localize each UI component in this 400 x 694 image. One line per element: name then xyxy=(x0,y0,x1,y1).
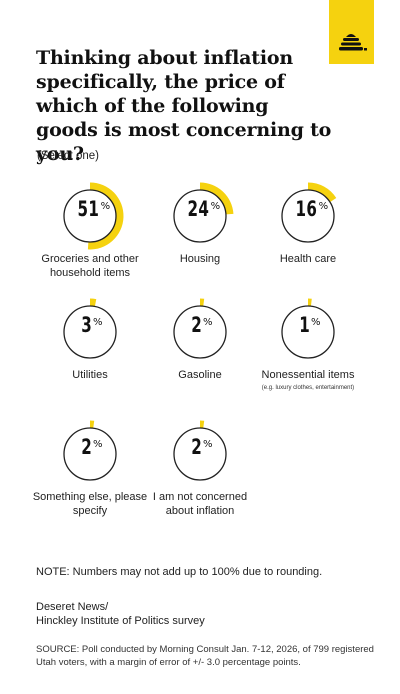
donut-value-label: 24% xyxy=(140,196,260,222)
percent-sign: % xyxy=(93,317,104,328)
donut-value: 2 xyxy=(191,435,203,459)
survey-source-text: Deseret News/ Hinckley Institute of Poli… xyxy=(36,601,205,627)
donut-ring xyxy=(63,189,117,243)
donut-value-label: 51% xyxy=(30,196,150,222)
donut-chart xyxy=(63,182,124,250)
donut-ring xyxy=(173,305,227,359)
donut-category-label: Health care xyxy=(279,253,337,265)
donut-value-label: 16% xyxy=(248,196,368,222)
percent-sign: % xyxy=(318,201,329,212)
donut-item: 2% Gasoline xyxy=(140,296,260,436)
donut-value: 3 xyxy=(81,313,93,337)
donut-value: 24 xyxy=(187,197,210,221)
chart-subtitle: (Select one) xyxy=(37,150,100,162)
source-detail: SOURCE: Poll conducted by Morning Consul… xyxy=(36,644,374,668)
donut-value-arc xyxy=(90,298,97,307)
donut-category-sublabel: (e.g. luxury clothes, entertainment) xyxy=(261,385,355,391)
donut-category-label: Groceries and other household items xyxy=(41,253,139,279)
donut-chart xyxy=(173,298,227,359)
donut-value: 16 xyxy=(295,197,318,221)
donut-value-label: 2% xyxy=(30,434,150,460)
donut-chart xyxy=(173,420,227,481)
donut-chart xyxy=(63,420,117,481)
donut-category-label: Utilities xyxy=(72,369,108,381)
donut-value: 2 xyxy=(191,313,203,337)
donut-value-label: 2% xyxy=(140,434,260,460)
donut-value-arc xyxy=(200,182,234,215)
donut-chart xyxy=(281,298,335,359)
donut-category-label: I am not concerned about inflation xyxy=(152,491,248,517)
beehive-icon xyxy=(339,34,367,51)
donut-chart xyxy=(281,182,337,243)
donut-value-label: 1% xyxy=(248,312,368,338)
donut-ring xyxy=(63,427,117,481)
donut-value: 51 xyxy=(77,197,100,221)
chart-title: Thinking about inflation specifically, t… xyxy=(36,47,332,165)
percent-sign: % xyxy=(93,439,104,450)
percent-sign: % xyxy=(311,317,322,328)
donut-value-arc xyxy=(87,182,124,250)
donut-value-label: 2% xyxy=(140,312,260,338)
deseret-news-logo xyxy=(329,0,374,64)
donut-item: 24% Housing xyxy=(140,180,260,320)
donut-chart xyxy=(173,182,234,243)
donut-chart xyxy=(63,298,117,359)
donut-value-label: 3% xyxy=(30,312,150,338)
donut-ring xyxy=(173,189,227,243)
donut-value-arc xyxy=(200,298,205,307)
donut-category-label: Nonessential items xyxy=(261,369,355,381)
donut-item: 16% Health care xyxy=(248,180,368,320)
donut-category-label: Something else, please specify xyxy=(32,491,148,517)
donut-item: 2% Something else, please specify xyxy=(30,418,150,558)
donut-item: 1% Nonessential items (e.g. luxury clothes… xyxy=(248,296,368,436)
donut-value: 1 xyxy=(299,313,311,337)
donut-item: 2% I am not concerned about inflation xyxy=(140,418,260,558)
donut-item: 51% Groceries and other household items xyxy=(30,180,150,320)
donut-ring xyxy=(63,305,117,359)
donut-ring xyxy=(281,189,335,243)
donut-value-arc xyxy=(90,420,95,429)
donut-ring xyxy=(281,305,335,359)
rounding-note: NOTE: Numbers may not add up to 100% due… xyxy=(36,566,323,578)
percent-sign: % xyxy=(100,201,111,212)
donut-category-label: Housing xyxy=(179,253,221,265)
percent-sign: % xyxy=(203,317,214,328)
donut-item: 3% Utilities xyxy=(30,296,150,436)
donut-category-label: Gasoline xyxy=(178,369,222,381)
survey-source-name: Deseret News/ Hinckley Institute of Poli… xyxy=(36,600,205,628)
donut-value-arc xyxy=(308,182,337,203)
percent-sign: % xyxy=(203,439,214,450)
donut-value-arc xyxy=(200,420,205,429)
percent-sign: % xyxy=(210,201,221,212)
donut-ring xyxy=(173,427,227,481)
donut-value-arc xyxy=(308,298,312,307)
donut-value: 2 xyxy=(81,435,93,459)
